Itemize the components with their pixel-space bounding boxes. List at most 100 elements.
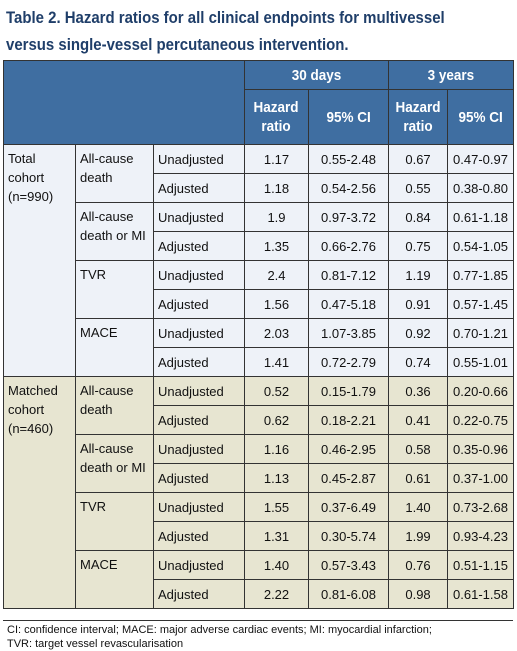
ci-3-years-cell: 0.47-0.97 — [447, 144, 515, 174]
cohort-label-line: Matched — [8, 383, 58, 398]
ci-3-years-cell: 0.51-1.15 — [447, 550, 515, 580]
header-ci-3y-label: 95% CI — [458, 108, 503, 126]
ci-30-days-cell: 0.45-2.87 — [307, 463, 390, 493]
table-row: Adjusted 1.31 0.30-5.74 1.99 0.93-4.23 — [4, 521, 515, 551]
hr-3-years-cell: 0.92 — [388, 318, 449, 348]
table-row: Adjusted 0.62 0.18-2.21 0.41 0.22-0.75 — [4, 405, 515, 435]
hr-30-days-cell: 1.13 — [244, 463, 309, 493]
endpoint-label: TVR — [75, 492, 154, 551]
endpoint-label-line: MACE — [80, 325, 118, 340]
ci-30-days-cell: 0.81-7.12 — [307, 260, 390, 290]
cohort-label-line: (n=990) — [8, 189, 54, 204]
ci-3-years-cell: 0.77-1.85 — [447, 260, 515, 290]
ci-30-days-cell: 0.18-2.21 — [307, 405, 390, 435]
header-hr-30: Hazard ratio — [244, 89, 309, 145]
ci-30-days-cell: 0.81-6.08 — [307, 579, 390, 609]
ci-3-years-cell: 0.35-0.96 — [447, 434, 515, 464]
table-row: Matched cohort (n=460) All-cause death Unadju… — [3, 376, 515, 609]
ci-30-days-cell: 0.46-2.95 — [307, 434, 390, 464]
endpoint-label-line: All-cause — [80, 383, 134, 398]
hr-3-years-cell: 0.75 — [388, 231, 449, 261]
table-row: Adjusted 1.56 0.47-5.18 0.91 0.57-1.45 — [4, 289, 515, 319]
endpoint-label-line: All-cause — [80, 441, 134, 456]
adjustment-cell: Unadjusted — [153, 376, 245, 406]
table-row: Total cohort (n=990) All-cause death Unadjust… — [3, 144, 515, 377]
matched-cohort-section: Matched cohort (n=460) All-cause death Unadju… — [3, 376, 515, 609]
endpoint-label-line: death or MI — [80, 460, 146, 475]
hr-3-years-cell: 0.91 — [388, 289, 449, 319]
header-3-years: 3 years — [388, 60, 515, 90]
table-row: MACE Unadjusted 1.40 0.57-3.43 0.76 0.51-1.15 — [4, 550, 515, 609]
header-hr-30-line2: ratio — [261, 118, 292, 135]
header-hr-30-line1: Hazard — [253, 99, 300, 116]
header-ci-30: 95% CI — [307, 89, 390, 145]
hr-3-years-cell: 0.98 — [388, 579, 449, 609]
hr-3-years-cell: 0.84 — [388, 202, 449, 232]
hr-30-days-cell: 1.56 — [244, 289, 309, 319]
ci-30-days-cell: 0.30-5.74 — [307, 521, 390, 551]
hr-30-days-cell: 1.55 — [244, 492, 309, 522]
table-row: TVR Unadjusted 2.4 0.81-7.12 1.19 0.77-1.85 — [4, 260, 515, 319]
ci-30-days-cell: 0.15-1.79 — [307, 376, 390, 406]
adjustment-cell: Adjusted — [153, 463, 245, 493]
endpoint-label-line: All-cause — [80, 151, 134, 166]
title-line-1: Table 2. Hazard ratios for all clinical … — [6, 8, 445, 27]
endpoint-label-line: All-cause — [80, 209, 134, 224]
table-row: Adjusted 1.13 0.45-2.87 0.61 0.37-1.00 — [4, 463, 515, 493]
ci-30-days-cell: 0.97-3.72 — [307, 202, 390, 232]
cohort-label-line: (n=460) — [8, 421, 54, 436]
adjustment-cell: Adjusted — [153, 405, 245, 435]
ci-30-days-cell: 0.55-2.48 — [307, 144, 390, 174]
table-row: Adjusted 1.35 0.66-2.76 0.75 0.54-1.05 — [4, 231, 515, 261]
hr-30-days-cell: 2.22 — [244, 579, 309, 609]
ci-30-days-cell: 0.47-5.18 — [307, 289, 390, 319]
header-30-days-label: 30 days — [291, 66, 342, 84]
ci-3-years-cell: 0.57-1.45 — [447, 289, 515, 319]
hr-30-days-cell: 1.17 — [244, 144, 309, 174]
hr-3-years-cell: 0.61 — [388, 463, 449, 493]
hr-30-days-cell: 1.18 — [244, 173, 309, 203]
endpoint-label-line: TVR — [80, 499, 106, 514]
cohort-label: Matched cohort (n=460) — [3, 376, 76, 609]
ci-3-years-cell: 0.22-0.75 — [447, 405, 515, 435]
hr-30-days-cell: 1.41 — [244, 347, 309, 377]
ci-3-years-cell: 0.20-0.66 — [447, 376, 515, 406]
header-row-periods: 30 days 3 years — [3, 60, 515, 145]
header-hr-3y-line1: Hazard — [395, 99, 441, 116]
hazard-ratio-table: 30 days 3 years Hazard ratio 95% CI Hazar… — [3, 60, 515, 609]
ci-3-years-cell: 0.93-4.23 — [447, 521, 515, 551]
hr-3-years-cell: 0.76 — [388, 550, 449, 580]
footnote-line-2: TVR: target vessel revascularisation — [7, 638, 184, 650]
endpoint-label: MACE — [75, 550, 154, 609]
total-cohort-section: Total cohort (n=990) All-cause death Unadjust… — [3, 144, 515, 377]
hr-3-years-cell: 0.41 — [388, 405, 449, 435]
ci-3-years-cell: 0.61-1.58 — [447, 579, 515, 609]
hr-30-days-cell: 1.31 — [244, 521, 309, 551]
hr-3-years-cell: 0.74 — [388, 347, 449, 377]
adjustment-cell: Adjusted — [153, 579, 245, 609]
ci-3-years-cell: 0.37-1.00 — [447, 463, 515, 493]
table-row: All-cause death or MI Unadjusted 1.16 0.46-2… — [4, 434, 515, 493]
table-row: TVR Unadjusted 1.55 0.37-6.49 1.40 0.73-2.68 — [4, 492, 515, 551]
ci-30-days-cell: 0.54-2.56 — [307, 173, 390, 203]
endpoint-label: MACE — [75, 318, 154, 377]
ci-3-years-cell: 0.38-0.80 — [447, 173, 515, 203]
cohort-label-line: cohort — [8, 402, 45, 417]
ci-30-days-cell: 0.57-3.43 — [307, 550, 390, 580]
hr-3-years-cell: 0.36 — [388, 376, 449, 406]
endpoint-label-line: MACE — [80, 557, 118, 572]
adjustment-cell: Unadjusted — [153, 492, 245, 522]
adjustment-cell: Unadjusted — [153, 202, 245, 232]
header-hr-3y: Hazard ratio — [388, 89, 449, 145]
endpoint-label-line: death or MI — [80, 228, 146, 243]
hr-30-days-cell: 2.03 — [244, 318, 309, 348]
ci-3-years-cell: 0.70-1.21 — [447, 318, 515, 348]
hr-30-days-cell: 0.52 — [244, 376, 309, 406]
adjustment-cell: Adjusted — [153, 173, 245, 203]
hr-30-days-cell: 1.40 — [244, 550, 309, 580]
hazard-ratio-table-container: 30 days 3 years Hazard ratio 95% CI Hazar… — [3, 60, 515, 620]
table-row: MACE Unadjusted 2.03 1.07-3.85 0.92 0.70-1.21 — [4, 318, 515, 377]
adjustment-cell: Unadjusted — [153, 318, 245, 348]
footnote: CI: confidence interval; MACE: major adv… — [3, 620, 513, 651]
hr-3-years-cell: 0.58 — [388, 434, 449, 464]
